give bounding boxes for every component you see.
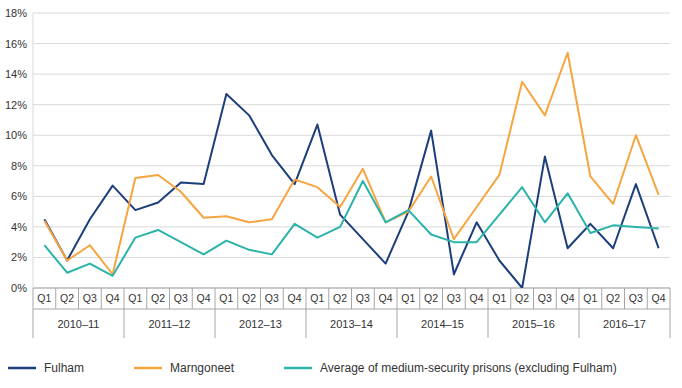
- category-separator: [237, 288, 238, 309]
- y-tick-label: 10%: [5, 129, 27, 141]
- x-tick-label: Q3: [83, 292, 97, 304]
- group-label: 2016–17: [603, 318, 646, 330]
- category-separator: [374, 288, 375, 309]
- x-tick-label: Q2: [333, 292, 347, 304]
- x-tick-label: Q1: [401, 292, 415, 304]
- group-separator: [33, 288, 34, 338]
- x-tick-label: Q4: [288, 292, 302, 304]
- grid-line: [33, 165, 670, 166]
- y-tick-label: 18%: [5, 7, 27, 19]
- legend-swatch: [8, 367, 36, 370]
- group-separator: [124, 288, 125, 338]
- y-tick-label: 6%: [11, 190, 27, 202]
- x-tick-label: Q4: [652, 292, 666, 304]
- group-label: 2015–16: [512, 318, 555, 330]
- x-tick-label: Q1: [583, 292, 597, 304]
- group-separator: [306, 288, 307, 338]
- plot-area: [44, 53, 658, 288]
- category-separator: [601, 288, 602, 309]
- group-label: 2010–11: [57, 318, 99, 330]
- x-tick-label: Q3: [356, 292, 370, 304]
- x-tick-label: Q3: [447, 292, 461, 304]
- group-separator: [488, 288, 489, 338]
- category-divider: [33, 309, 670, 310]
- x-tick-label: Q3: [629, 292, 643, 304]
- y-tick-label: 2%: [11, 251, 27, 263]
- x-tick-label: Q2: [242, 292, 256, 304]
- series-line: [44, 53, 658, 275]
- x-tick-label: Q2: [515, 292, 529, 304]
- chart: 0% 2% 4% 6% 8% 10% 12% 14% 16% 18% Q1 Q2 Q3 Q4 Q1 Q2 Q3 Q…: [0, 0, 682, 388]
- x-tick-label: Q4: [379, 292, 393, 304]
- category-separator: [55, 288, 56, 309]
- category-separator: [419, 288, 420, 309]
- grid-line: [33, 196, 670, 197]
- legend-label: Marngoneet: [170, 361, 235, 375]
- legend-label: Average of medium-security prisons (excl…: [320, 361, 617, 375]
- grid-line: [33, 257, 670, 258]
- category-separator: [260, 288, 261, 309]
- category-separator: [78, 288, 79, 309]
- x-tick-label: Q1: [128, 292, 142, 304]
- group-label: 2014–15: [421, 318, 464, 330]
- group-separator: [397, 288, 398, 338]
- y-tick-label: 16%: [5, 38, 27, 50]
- category-separator: [328, 288, 329, 309]
- x-tick-label: Q3: [265, 292, 279, 304]
- category-separator: [146, 288, 147, 309]
- x-tick-label: Q4: [197, 292, 211, 304]
- y-tick-label: 12%: [5, 99, 27, 111]
- grid-line: [33, 43, 670, 44]
- group-separator: [670, 288, 671, 338]
- category-separator: [556, 288, 557, 309]
- x-tick-label: Q3: [538, 292, 552, 304]
- x-tick-label: Q1: [310, 292, 324, 304]
- x-tick-label: Q3: [174, 292, 188, 304]
- x-tick-label: Q2: [606, 292, 620, 304]
- legend-swatch: [284, 367, 312, 370]
- group-label: 2011–12: [148, 318, 190, 330]
- y-tick-label: 14%: [5, 68, 27, 80]
- category-separator: [351, 288, 352, 309]
- grid-line: [33, 74, 670, 75]
- y-tick-label: 0%: [11, 282, 27, 294]
- x-tick-label: Q1: [219, 292, 233, 304]
- category-separator: [533, 288, 534, 309]
- category-separator: [169, 288, 170, 309]
- x-tick-label: Q4: [561, 292, 575, 304]
- legend-swatch: [134, 367, 162, 370]
- group-label: 2013–14: [330, 318, 373, 330]
- legend-label: Fulham: [44, 361, 84, 375]
- y-tick-label: 8%: [11, 160, 27, 172]
- x-tick-label: Q1: [492, 292, 506, 304]
- y-tick-label: 4%: [11, 221, 27, 233]
- group-separator: [215, 288, 216, 338]
- category-separator: [283, 288, 284, 309]
- group-separator: [579, 288, 580, 338]
- x-tick-label: Q1: [37, 292, 51, 304]
- grid-line: [33, 104, 670, 105]
- category-separator: [624, 288, 625, 309]
- group-label: 2012–13: [239, 318, 282, 330]
- grid-line: [33, 135, 670, 136]
- series-line: [44, 94, 658, 288]
- category-separator: [101, 288, 102, 309]
- x-tick-label: Q4: [470, 292, 484, 304]
- x-tick-label: Q2: [60, 292, 74, 304]
- category-separator: [510, 288, 511, 309]
- x-tick-label: Q2: [424, 292, 438, 304]
- x-tick-label: Q4: [106, 292, 120, 304]
- x-tick-label: Q2: [151, 292, 165, 304]
- grid-line: [33, 13, 670, 14]
- category-separator: [192, 288, 193, 309]
- category-separator: [647, 288, 648, 309]
- category-separator: [465, 288, 466, 309]
- y-axis: [33, 13, 34, 288]
- series-line: [44, 181, 658, 276]
- category-separator: [442, 288, 443, 309]
